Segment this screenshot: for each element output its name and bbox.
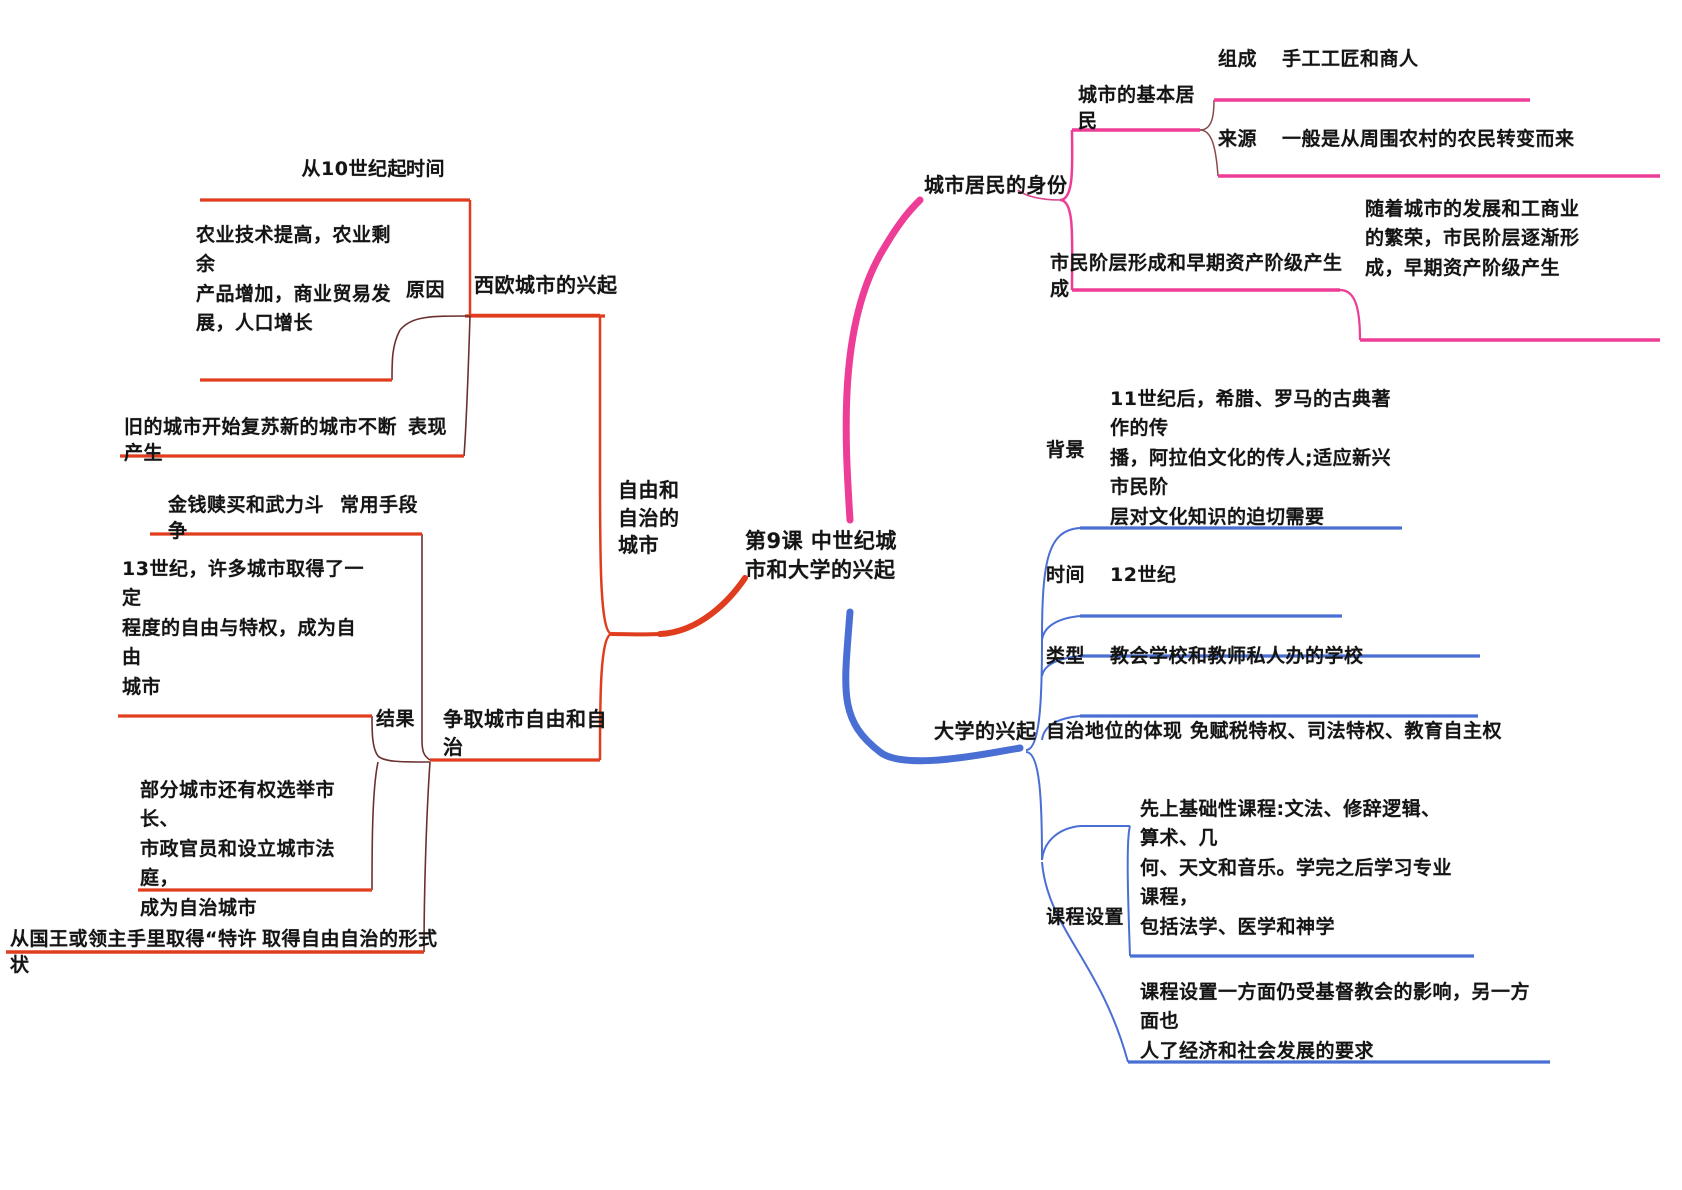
row-value-curriculum-note[interactable]: 课程设置一方面仍受基督教会的影响，另一方面也 人了经济和社会发展的要求 (1140, 981, 1531, 1062)
row-value-result-free-city[interactable]: 13世纪，许多城市取得了一定 程度的自由与特权，成为自由 城市 (122, 558, 364, 698)
center-node[interactable]: 第9课 中世纪城 市和大学的兴起 (745, 529, 897, 582)
row-key-result[interactable]: 结果 (376, 708, 416, 730)
row-key-manifestation[interactable]: 表现 (408, 416, 448, 438)
row-value-university-time[interactable]: 12世纪 (1110, 564, 1177, 586)
row-key-common-means[interactable]: 常用手段 (340, 494, 419, 516)
row-value-reason[interactable]: 农业技术提高，农业剩余 产品增加，商业贸易发 展，人口增长 (196, 224, 392, 335)
row-value-autonomy-status[interactable]: 免赋税特权、司法特权、教育自主权 (1190, 720, 1503, 742)
row-key-university-type[interactable]: 类型 (1046, 645, 1086, 667)
row-key-reason[interactable]: 原因 (406, 279, 446, 301)
topic-fight-for-autonomy[interactable]: 争取城市自由和自治 (443, 707, 607, 759)
row-key-curriculum[interactable]: 课程设置 (1046, 906, 1125, 928)
row-value-charter-form[interactable]: 从国王或领主手里取得“特许状 (10, 928, 257, 977)
left-root-node[interactable]: 自由和 自治的 城市 (618, 478, 680, 558)
row-value-result-self-gov-city[interactable]: 部分城市还有权选举市长、 市政官员和设立城市法庭， 成为自治城市 (140, 779, 336, 919)
row-key-origin[interactable]: 来源 (1218, 128, 1258, 150)
row-value-manifestation[interactable]: 旧的城市开始复苏新的城市不断产生 (124, 416, 398, 465)
topic-western-city-rise[interactable]: 西欧城市的兴起 (474, 273, 618, 297)
row-value-time[interactable]: 从10世纪起 (301, 158, 407, 180)
row-value-burgher-class-detail[interactable]: 随着城市的发展和工商业 的繁荣，市民阶层逐渐形 成，早期资产阶级产生 (1365, 198, 1580, 279)
row-key-university-time[interactable]: 时间 (1046, 564, 1086, 586)
row-key-background[interactable]: 背景 (1046, 439, 1086, 461)
subtopic-basic-residents[interactable]: 城市的基本居民 (1078, 84, 1196, 133)
row-key-autonomy-status[interactable]: 自治地位的体现 (1046, 720, 1183, 742)
topic-citizen-identity[interactable]: 城市居民的身份 (924, 173, 1068, 197)
row-value-origin[interactable]: 一般是从周围农村的农民转变而来 (1282, 128, 1575, 150)
row-key-time[interactable]: 时间 (406, 158, 446, 180)
row-value-curriculum[interactable]: 先上基础性课程:文法、修辞逻辑、算术、几 何、天文和音乐。学完之后学习专业课程，… (1140, 798, 1453, 938)
row-key-composition[interactable]: 组成 (1218, 48, 1258, 70)
row-value-background[interactable]: 11世纪后，希腊、罗马的古典著作的传 播，阿拉伯文化的传人;适应新兴市民阶 层对… (1110, 388, 1392, 528)
row-value-university-type[interactable]: 教会学校和教师私人办的学校 (1110, 645, 1364, 667)
topic-university-rise[interactable]: 大学的兴起 (934, 719, 1037, 743)
row-value-composition[interactable]: 手工工匠和商人 (1282, 48, 1419, 70)
row-key-charter-form[interactable]: 取得自由自治的形式 (262, 928, 438, 950)
subtopic-burgher-class[interactable]: 市民阶层形成和早期资产阶级产生成 (1050, 252, 1343, 301)
row-value-common-means[interactable]: 金钱赎买和武力斗争 (168, 494, 325, 543)
